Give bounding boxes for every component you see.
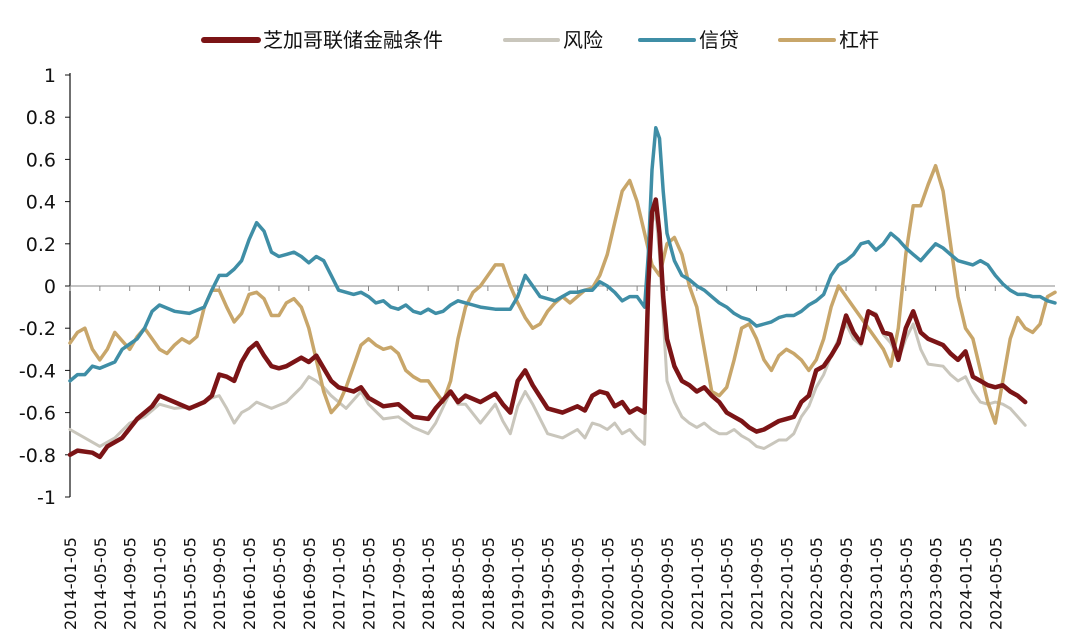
series-line-fci [67,197,1028,460]
x-tick-label: 2016-05-05 [270,537,289,630]
legend-entry-leverage[interactable]: 杠杆 [778,28,879,52]
y-tick-label: -0.2 [19,318,56,340]
legend-label-risk: 风险 [563,28,603,52]
legend-label-credit: 信贷 [699,28,739,52]
y-tick-label: 0.6 [26,149,56,171]
y-tick-label: -0.8 [19,445,56,467]
x-tick-label: 2017-09-05 [389,537,408,630]
y-tick-label: 0.2 [26,234,56,256]
x-tick-label: 2022-09-05 [837,537,856,630]
y-tick-label: -1 [37,487,56,509]
x-tick-label: 2018-09-05 [479,537,498,630]
x-tick-label: 2020-01-05 [598,537,617,630]
legend-label-leverage: 杠杆 [839,28,879,52]
x-tick-label: 2021-09-05 [748,537,767,630]
x-tick-label: 2024-01-05 [956,537,975,630]
legend-entry-fci[interactable]: 芝加哥联储金融条件 [201,28,443,52]
x-tick-label: 2019-09-05 [568,537,587,630]
x-tick-label: 2015-05-05 [180,537,199,630]
x-tick-label: 2022-01-05 [777,537,796,630]
series-line-credit [68,126,1057,383]
x-tick-label: 2017-01-05 [330,537,349,630]
y-tick-label: -0.6 [19,403,56,425]
x-tick-label: 2015-09-05 [210,537,229,630]
x-tick-label: 2014-09-05 [121,537,140,630]
x-tick-label: 2023-09-05 [927,537,946,630]
legend: 芝加哥联储金融条件 风险 信贷 杠杆 [201,28,879,52]
x-tick-label: 2021-05-05 [718,537,737,630]
series-layer [67,126,1057,460]
legend-entry-risk[interactable]: 风险 [503,28,603,52]
x-tick-label: 2020-05-05 [628,537,647,630]
x-tick-label: 2023-05-05 [897,537,916,630]
x-tick-label: 2018-05-05 [449,537,468,630]
x-tick-label: 2014-05-05 [91,537,110,630]
x-tick-label: 2018-01-05 [419,537,438,630]
y-tick-label: -0.4 [19,360,56,382]
x-tick-label: 2017-05-05 [359,537,378,630]
y-tick-label: 0 [44,276,56,298]
x-tick-label: 2019-01-05 [509,537,528,630]
x-tick-label: 2019-05-05 [539,537,558,630]
legend-entry-credit[interactable]: 信贷 [638,28,739,52]
x-tick-label: 2022-05-05 [807,537,826,630]
x-tick-label: 2016-01-05 [240,537,259,630]
x-tick-label: 2014-01-05 [61,537,80,630]
y-axis: 1 0.8 0.6 0.4 0.2 0 -0.2 -0.4 -0.6 -0.8 -1 [19,65,71,509]
y-tick-label: 0.8 [26,107,56,129]
y-tick-label: 0.4 [26,192,56,214]
x-axis: 2014-01-05 2014-05-05 2014-09-05 2015-01-05… [61,285,1055,630]
x-tick-label: 2024-05-05 [986,537,1005,630]
x-tick-label: 2021-01-05 [688,537,707,630]
x-tick-label: 2015-01-05 [151,537,170,630]
x-tick-label: 2023-01-05 [867,537,886,630]
x-tick-label: 2016-09-05 [300,537,319,630]
y-tick-label: 1 [44,65,56,87]
x-tick-label: 2020-09-05 [658,537,677,630]
legend-label-fci: 芝加哥联储金融条件 [263,28,443,52]
